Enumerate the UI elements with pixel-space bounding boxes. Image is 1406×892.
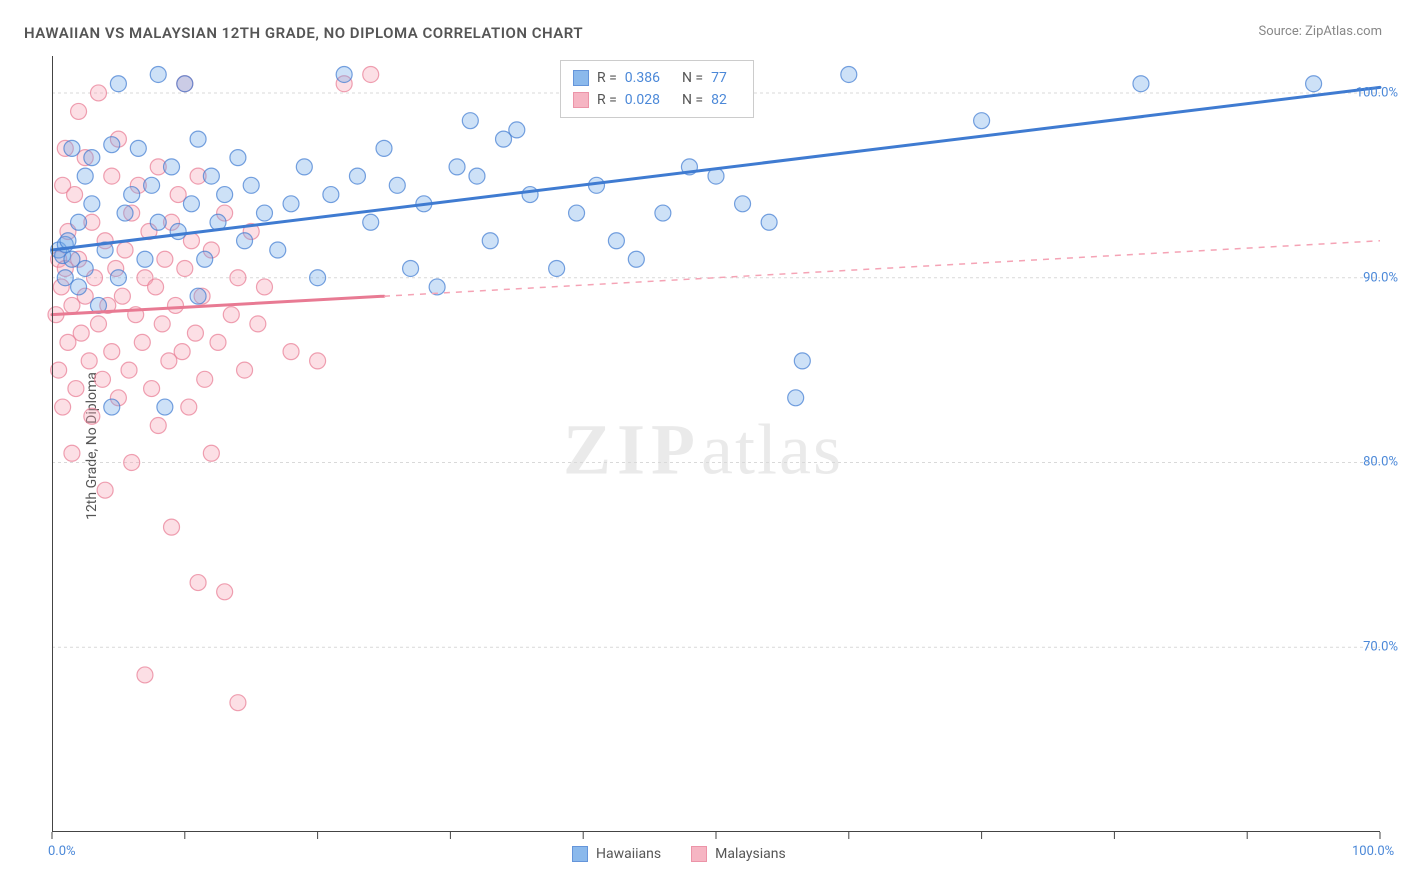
- y-tick-label: 70.0%: [1363, 640, 1398, 655]
- legend-row-hawaiians: R = 0.386 N = 77: [573, 67, 741, 89]
- y-tick-label: 100.0%: [1356, 85, 1398, 100]
- legend-row-malaysians: R = 0.028 N = 82: [573, 89, 741, 111]
- legend-label: Hawaiians: [596, 846, 661, 862]
- legend-item-malaysians: Malaysians: [691, 846, 786, 862]
- x-tick-label: 0.0%: [48, 844, 76, 859]
- chart-title: HAWAIIAN VS MALAYSIAN 12TH GRADE, NO DIP…: [24, 24, 583, 42]
- series-legend: Hawaiians Malaysians: [572, 846, 786, 862]
- legend-label: Malaysians: [715, 846, 786, 862]
- source-attribution: Source: ZipAtlas.com: [1258, 24, 1382, 39]
- legend-swatch-icon: [573, 70, 589, 86]
- legend-swatch-icon: [573, 92, 589, 108]
- plot-frame: [52, 56, 1380, 832]
- y-tick-label: 90.0%: [1363, 270, 1398, 285]
- legend-swatch-icon: [572, 846, 588, 862]
- legend-swatch-icon: [691, 846, 707, 862]
- y-tick-label: 80.0%: [1363, 455, 1398, 470]
- x-tick-label: 100.0%: [1352, 844, 1394, 859]
- legend-item-hawaiians: Hawaiians: [572, 846, 661, 862]
- correlation-legend: R = 0.386 N = 77 R = 0.028 N = 82: [560, 60, 754, 118]
